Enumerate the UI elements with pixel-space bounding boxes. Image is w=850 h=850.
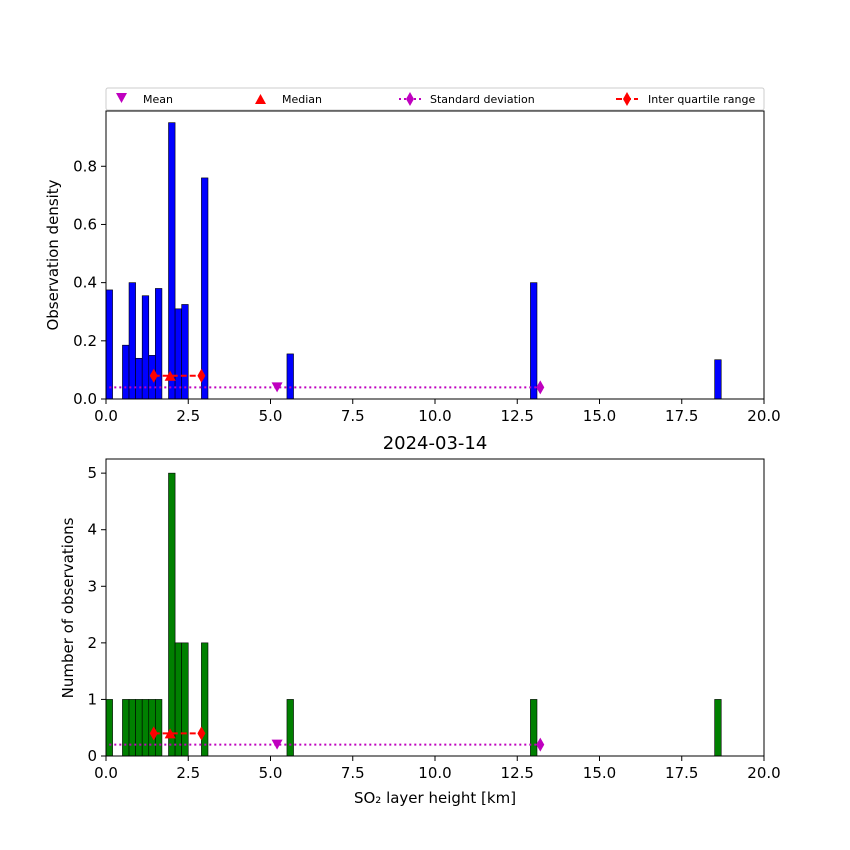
histogram-bar: [714, 359, 722, 400]
std-deviation-marker: [536, 737, 545, 752]
x-tick-label: 7.5: [341, 764, 365, 782]
x-tick-label: 2.5: [176, 764, 200, 782]
count-statistics: [109, 726, 545, 752]
x-tick-label: 12.5: [501, 407, 534, 425]
iqr-marker: [149, 368, 158, 383]
histogram-bar: [174, 308, 182, 400]
legend-std-marker-icon: [406, 92, 414, 106]
iqr-marker: [149, 726, 158, 741]
histogram-bar: [201, 642, 209, 757]
x-tick-label: 17.5: [665, 407, 698, 425]
legend-item-standard-deviation: Standard deviation: [399, 92, 535, 106]
legend-frame: [105, 87, 765, 111]
iqr-marker: [197, 368, 206, 383]
histogram-bar: [174, 642, 182, 757]
median-marker: [164, 728, 176, 739]
histogram-bar: [141, 699, 150, 757]
legend-item-iqr: Inter quartile range: [616, 92, 755, 106]
y-tick-label: 0.6: [73, 215, 97, 233]
histogram-bar: [105, 699, 113, 757]
legend-item-mean: Mean: [116, 93, 173, 106]
x-tick-label: 17.5: [665, 764, 698, 782]
count-panel-title: 2024-03-14: [383, 433, 488, 454]
count-x-axis-label: SO₂ layer height [km]: [354, 789, 516, 807]
count-y-ticks: 0 1 2 3 4 5: [87, 464, 106, 765]
histogram-bar: [181, 304, 189, 400]
histogram-bar: [122, 344, 130, 400]
count-y-axis-label: Number of observations: [59, 517, 77, 698]
x-tick-label: 5.0: [259, 407, 283, 425]
density-bars: [105, 122, 722, 400]
median-marker: [164, 370, 176, 381]
x-tick-label: 5.0: [259, 764, 283, 782]
y-tick-label: 0.4: [73, 274, 97, 292]
histogram-bar: [286, 353, 294, 400]
x-tick-label: 0.0: [94, 407, 118, 425]
histogram-bar: [105, 289, 113, 400]
legend-label-median: Median: [282, 93, 322, 106]
legend-iqr-marker-icon: [623, 92, 631, 106]
histogram-bar: [122, 699, 130, 757]
mean-marker: [271, 382, 283, 393]
legend-mean-marker-icon: [116, 93, 127, 103]
histogram-bar: [155, 288, 163, 400]
density-y-ticks: 0.0 0.2 0.4 0.6 0.8: [73, 157, 106, 408]
y-tick-label: 0.2: [73, 332, 97, 350]
legend-median-marker-icon: [255, 94, 266, 104]
y-tick-label: 4: [87, 521, 97, 539]
y-tick-label: 1: [87, 690, 97, 708]
legend-label-iqr: Inter quartile range: [648, 93, 755, 106]
y-tick-label: 0: [87, 747, 97, 765]
x-tick-label: 15.0: [583, 764, 616, 782]
mean-marker: [271, 739, 283, 750]
std-deviation-marker: [536, 380, 545, 395]
histogram-bar: [201, 177, 209, 400]
histogram-bar: [181, 642, 189, 757]
histogram-bar: [128, 282, 136, 400]
count-histogram-panel: 2024-03-14 0.0 2.5 5.0 7.5 10.0 12.5 15.0 17.5 2…: [59, 433, 781, 807]
density-y-axis-label: Observation density: [44, 179, 62, 330]
histogram-bar: [286, 699, 294, 757]
histogram-bar: [141, 295, 150, 400]
legend-label-mean: Mean: [143, 93, 173, 106]
x-tick-label: 12.5: [501, 764, 534, 782]
x-tick-label: 0.0: [94, 764, 118, 782]
iqr-marker: [197, 726, 206, 741]
density-x-ticks: 0.0 2.5 5.0 7.5 10.0 12.5 15.0 17.5 20.0: [94, 399, 781, 425]
x-tick-label: 7.5: [341, 407, 365, 425]
density-histogram-panel: 0.0 2.5 5.0 7.5 10.0 12.5 15.0 17.5 20.0 0.00.20…: [44, 110, 781, 425]
legend: Mean Median Standard deviation Inter qua…: [105, 87, 765, 111]
y-tick-label: 3: [87, 577, 97, 595]
histogram-bar: [168, 122, 176, 400]
density-statistics: [109, 368, 545, 395]
legend-label-std: Standard deviation: [430, 93, 535, 106]
histogram-bar: [168, 472, 176, 757]
y-tick-label: 2: [87, 634, 97, 652]
count-bars: [105, 472, 722, 757]
histogram-bar: [155, 699, 163, 757]
x-tick-label: 2.5: [176, 407, 200, 425]
legend-item-median: Median: [255, 93, 322, 106]
x-tick-label: 20.0: [747, 764, 780, 782]
y-tick-label: 0.0: [73, 390, 97, 408]
histogram-bar: [135, 357, 143, 400]
y-tick-label: 5: [87, 464, 97, 482]
histogram-bar: [128, 699, 136, 757]
histogram-bar: [530, 699, 538, 757]
x-tick-label: 15.0: [583, 407, 616, 425]
histogram-bar: [714, 699, 722, 757]
histogram-bar: [530, 282, 538, 400]
count-x-ticks: 0.0 2.5 5.0 7.5 10.0 12.5 15.0 17.5 20.0: [94, 756, 781, 782]
y-tick-label: 0.8: [73, 157, 97, 175]
x-tick-label: 10.0: [418, 764, 451, 782]
x-tick-label: 20.0: [747, 407, 780, 425]
histogram-bar: [135, 699, 143, 757]
x-tick-label: 10.0: [418, 407, 451, 425]
